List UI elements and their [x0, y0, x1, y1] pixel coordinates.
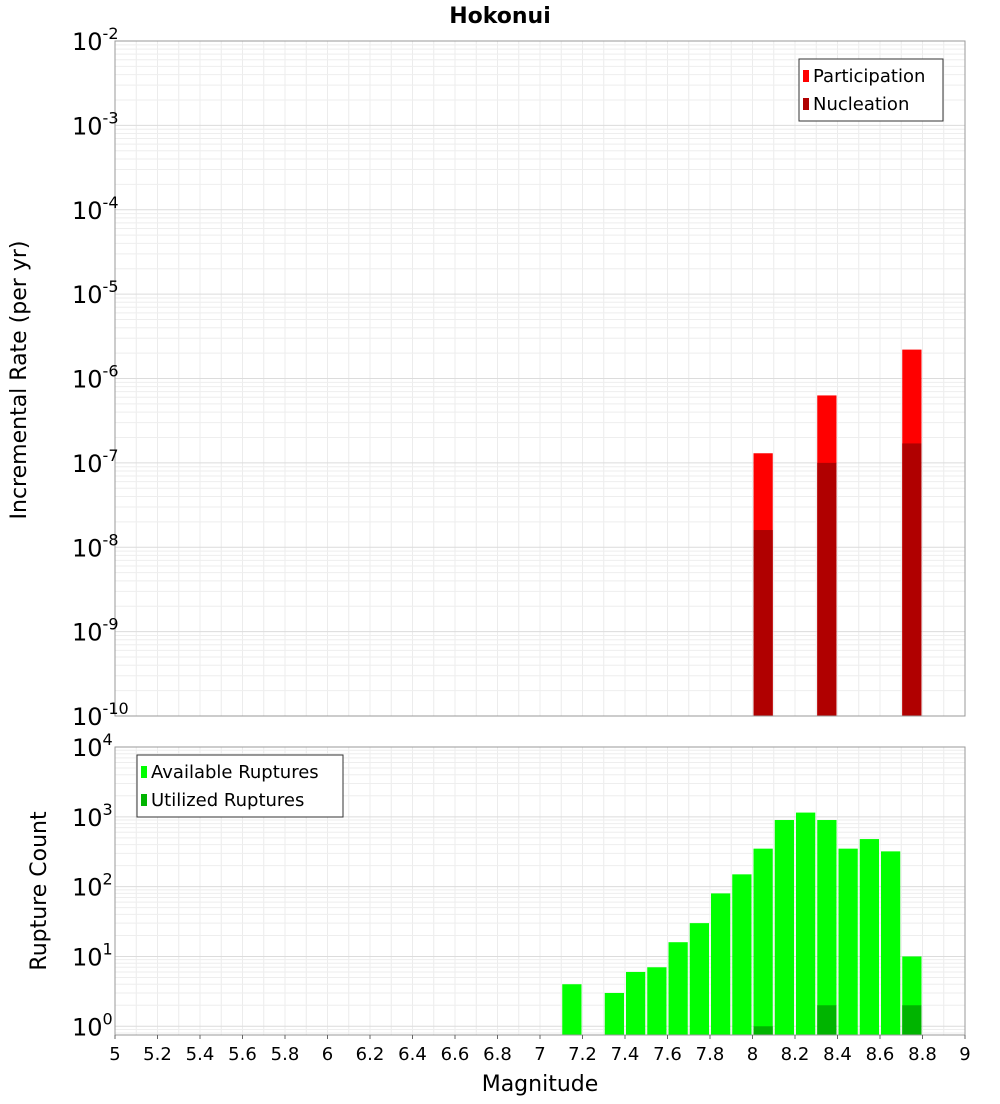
- x-tick-label: 6.8: [483, 1044, 512, 1065]
- bottom-y-tick-label: 102: [72, 870, 113, 902]
- top-y-axis-label: Incremental Rate (per yr): [7, 241, 32, 520]
- top-gridlines: [114, 40, 966, 717]
- bottom-bar: [838, 848, 858, 1035]
- x-tick-label: 5.4: [186, 1044, 215, 1065]
- bottom-y-tick-label: 103: [72, 800, 113, 832]
- x-tick-label: 6.4: [398, 1044, 427, 1065]
- top-y-tick-labels: 10-2 10-3 10-4 10-5 10-6 10-7 10-8 10-9 10-10: [72, 24, 129, 731]
- bottom-bar: [796, 812, 816, 1035]
- bottom-series-2: [753, 1005, 922, 1035]
- top-panel: 10-2 10-3 10-4 10-5 10-6 10-7 10-8 10-9 10-10 Par…: [72, 24, 966, 731]
- bottom-legend-box: [136, 754, 344, 818]
- bottom-bar: [626, 971, 646, 1035]
- top-y-tick-label: 10-8: [72, 530, 119, 562]
- bottom-bar: [604, 992, 624, 1035]
- top-legend-label: Nucleation: [813, 94, 909, 115]
- top-y-tick-label: 10-5: [72, 277, 119, 309]
- x-tick-label: 6.6: [441, 1044, 470, 1065]
- bottom-y-tick-labels: 104 103 102 101 100: [72, 730, 113, 1041]
- bottom-legend-swatch: [141, 794, 147, 806]
- top-legend-box: [798, 58, 944, 122]
- bottom-panel: 104 103 102 101 100 Available Ruptures Utilize…: [72, 730, 966, 1041]
- x-tick-labels: 5 5.2 5.4 5.6 5.8 6 6.2 6.4 6.6 6.8 7 7.2 7.4 7.6 7.8 8…: [109, 1035, 971, 1065]
- bottom-bar: [753, 1026, 773, 1035]
- bottom-bar: [817, 820, 837, 1035]
- x-tick-label: 5.2: [143, 1044, 172, 1065]
- bottom-bar: [902, 1005, 922, 1035]
- bottom-bar: [711, 893, 731, 1035]
- bottom-legend: Available Ruptures Utilized Ruptures: [136, 754, 344, 818]
- x-tick-label: 7.6: [653, 1044, 682, 1065]
- bottom-y-tick-label: 100: [72, 1009, 113, 1041]
- x-tick-label: 5.6: [228, 1044, 257, 1065]
- bottom-bar: [817, 1005, 837, 1035]
- top-bar: [753, 530, 773, 716]
- x-tick-label: 7.8: [696, 1044, 725, 1065]
- x-tick-label: 8.8: [908, 1044, 937, 1065]
- x-tick-label: 7: [534, 1044, 545, 1065]
- bottom-bar: [647, 967, 667, 1035]
- x-tick-label: 8.6: [866, 1044, 895, 1065]
- top-bar: [817, 462, 837, 716]
- bottom-y-tick-label: 104: [72, 730, 113, 762]
- x-tick-label: 6: [322, 1044, 333, 1065]
- bottom-bar: [881, 851, 901, 1035]
- x-tick-label: 5: [109, 1044, 120, 1065]
- x-tick-label: 7.2: [568, 1044, 597, 1065]
- bottom-bar: [732, 874, 752, 1035]
- top-legend-swatch: [803, 70, 809, 82]
- bottom-bar: [689, 923, 709, 1035]
- x-tick-label: 5.8: [271, 1044, 300, 1065]
- top-bar: [902, 443, 922, 716]
- bottom-bar: [774, 820, 794, 1035]
- x-tick-label: 8: [747, 1044, 758, 1065]
- top-y-tick-label: 10-10: [72, 699, 129, 731]
- x-tick-label: 8.2: [781, 1044, 810, 1065]
- bottom-legend-label: Available Ruptures: [151, 762, 319, 783]
- x-tick-label: 6.2: [356, 1044, 385, 1065]
- bottom-y-tick-label: 101: [72, 939, 113, 971]
- bottom-bar: [562, 984, 582, 1035]
- top-series-2: [753, 443, 922, 716]
- top-y-tick-label: 10-7: [72, 446, 119, 478]
- x-axis-label: Magnitude: [482, 1072, 599, 1097]
- bottom-legend-swatch: [141, 766, 147, 778]
- x-tick-label: 8.4: [823, 1044, 852, 1065]
- top-legend-swatch: [803, 98, 809, 110]
- chart-title: Hokonui: [449, 4, 551, 29]
- top-legend: Participation Nucleation: [798, 58, 944, 122]
- bottom-y-axis-label: Rupture Count: [27, 811, 52, 971]
- top-legend-label: Participation: [813, 66, 925, 87]
- x-tick-label: 7.4: [611, 1044, 640, 1065]
- bottom-bar: [859, 839, 879, 1035]
- top-y-tick-label: 10-4: [72, 193, 119, 225]
- top-y-tick-label: 10-2: [72, 24, 119, 56]
- x-tick-label: 9: [959, 1044, 970, 1065]
- top-y-tick-label: 10-6: [72, 362, 119, 394]
- bottom-bar: [668, 942, 688, 1035]
- top-y-tick-label: 10-9: [72, 615, 119, 647]
- top-plot-frame: [114, 40, 966, 717]
- bottom-series-1: [562, 812, 922, 1035]
- top-y-tick-label: 10-3: [72, 108, 119, 140]
- bottom-legend-label: Utilized Ruptures: [151, 790, 304, 811]
- bottom-bar: [753, 848, 773, 1035]
